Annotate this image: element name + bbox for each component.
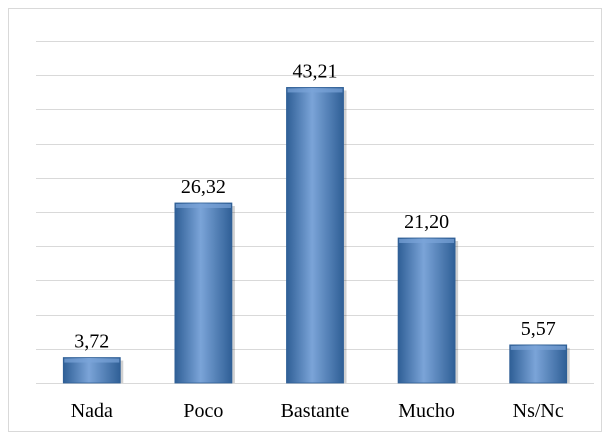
x-tick-label: Ns/Nc [513, 400, 564, 422]
bar-ns-nc [509, 344, 568, 384]
data-label: 21,20 [404, 211, 449, 233]
bar-poco [174, 202, 233, 384]
x-tick-label: Poco [183, 400, 223, 422]
bar-bevel [175, 203, 231, 208]
x-tick-label: Bastante [281, 400, 350, 422]
bar-bevel [287, 88, 343, 93]
bar-mucho [397, 237, 456, 384]
data-label: 26,32 [181, 176, 226, 198]
data-label: 5,57 [521, 318, 556, 340]
data-label: 43,21 [293, 60, 338, 82]
bars [62, 87, 570, 384]
data-labels: 3,72 26,32 43,21 21,20 5,57 [74, 60, 555, 352]
bar-bevel [399, 238, 455, 243]
x-tick-labels: Nada Poco Bastante Mucho Ns/Nc [71, 400, 564, 422]
data-label: 3,72 [74, 331, 109, 353]
bar-bevel [64, 358, 120, 363]
x-tick-label: Nada [71, 400, 113, 422]
bar-chart: 3,72 26,32 43,21 21,20 5,57 Nada Poco Bastante… [36, 41, 594, 422]
bar-bevel [510, 345, 566, 350]
chart-frame: 3,72 26,32 43,21 21,20 5,57 Nada Poco Bastante… [8, 8, 602, 432]
x-tick-label: Mucho [398, 400, 455, 422]
bar-bastante [286, 87, 344, 384]
